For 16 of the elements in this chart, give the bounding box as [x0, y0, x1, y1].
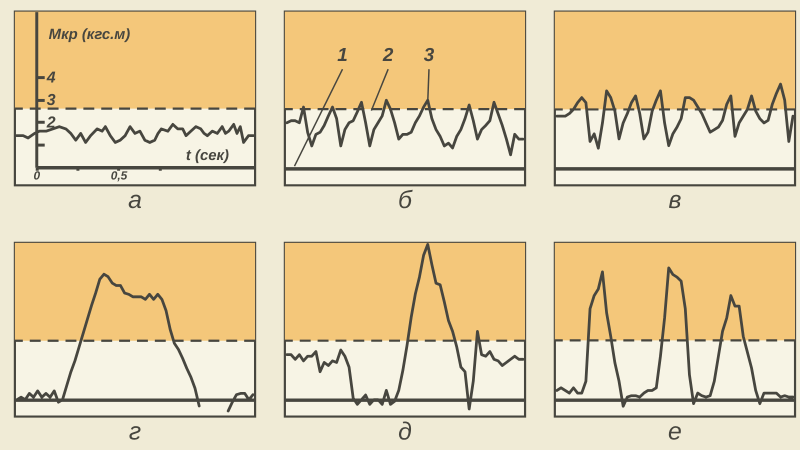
x-tick-label: 0,5	[110, 168, 128, 183]
text: 1	[337, 44, 348, 66]
y-tick-label: 4	[46, 69, 56, 86]
y-tick-label: 2	[46, 114, 56, 132]
text: б	[398, 187, 413, 214]
text: 3	[424, 44, 435, 66]
y-tick-label: 3	[46, 92, 56, 110]
text: е	[668, 418, 682, 446]
text: г	[128, 418, 142, 446]
text: а	[128, 187, 142, 214]
x-tick-label: 0	[33, 168, 40, 183]
text: д	[398, 418, 412, 446]
text: 2	[382, 44, 394, 66]
text: в	[668, 187, 682, 214]
x-axis-title: t (сек)	[186, 148, 230, 164]
y-axis-title: Мкр (кгс.м)	[48, 26, 130, 43]
